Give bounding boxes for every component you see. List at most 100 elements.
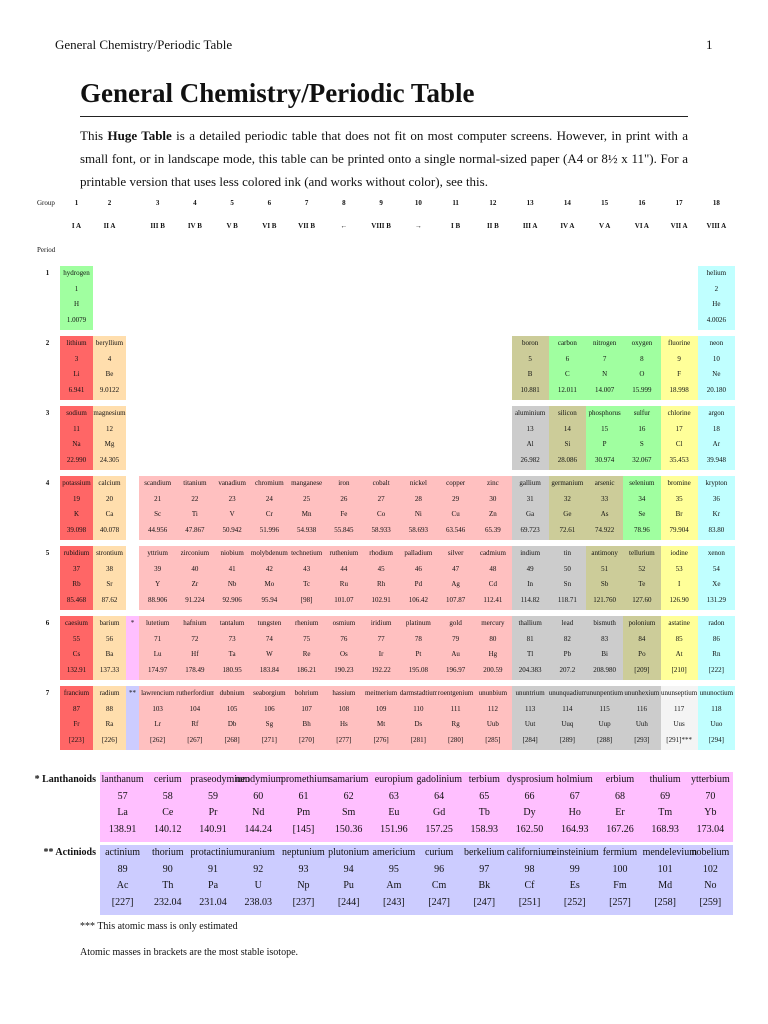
atomic-number: 40 xyxy=(191,564,199,573)
symbol: Th xyxy=(162,880,174,891)
element-name: astatine xyxy=(668,619,690,627)
element-name: germanium xyxy=(551,479,584,487)
atomic-number: 27 xyxy=(377,494,385,503)
element-name: xenon xyxy=(707,549,725,557)
element-cell: strontium 38 Sr 87.62 xyxy=(93,546,126,610)
symbol: Cf xyxy=(524,880,535,891)
element-name: mercury xyxy=(481,619,505,627)
atomic-mass: 39.948 xyxy=(706,455,726,464)
atomic-number: 94 xyxy=(343,863,354,875)
symbol: Ac xyxy=(116,880,129,891)
element-cell: osmium 76 Os 190.23 xyxy=(325,616,363,680)
atomic-mass: 112.41 xyxy=(483,595,503,604)
element-name: iron xyxy=(338,479,350,487)
atomic-mass: 238.03 xyxy=(244,896,272,908)
element-cell: thorium 90 Th 232.04 xyxy=(145,845,190,915)
element-cell: antimony 51 Sb 121.760 xyxy=(586,546,624,610)
element-cell: palladium 46 Pd 106.42 xyxy=(399,546,437,610)
atomic-number: 23 xyxy=(228,494,236,503)
atomic-number: 105 xyxy=(226,704,238,713)
element-name: actinium xyxy=(105,847,141,858)
element-name: arsenic xyxy=(594,479,615,487)
element-name: nobelium xyxy=(691,847,730,858)
element-cell: rubidium 37 Rb 85.468 xyxy=(60,546,93,610)
element-cell: zirconium 40 Zr 91.224 xyxy=(176,546,214,610)
element-name: einsteinium xyxy=(552,847,599,858)
atomic-number: 102 xyxy=(702,863,718,875)
element-name: ununtrium xyxy=(515,689,545,697)
element-cell: ununpentium 115 Uup [288] xyxy=(586,686,624,750)
element-name: lithium xyxy=(66,339,87,347)
atomic-number: 47 xyxy=(452,564,460,573)
atomic-mass: 174.97 xyxy=(148,665,168,674)
group-roman: → xyxy=(414,222,422,230)
atomic-number: 1 xyxy=(74,284,79,293)
element-name: ununpentium xyxy=(586,689,624,697)
element-cell: ununbium 112 Uub [285] xyxy=(474,686,512,750)
element-name: mendelevium xyxy=(642,847,697,858)
element-name: calcium xyxy=(98,479,121,487)
element-name: oxygen xyxy=(631,339,653,347)
atomic-mass: 195.08 xyxy=(408,665,428,674)
element-name: seaborgium xyxy=(253,689,286,697)
running-header: General Chemistry/Periodic Table xyxy=(55,37,233,52)
element-cell: manganese 25 Mn 54.938 xyxy=(288,476,326,540)
symbol: No xyxy=(704,880,717,891)
atomic-number: 43 xyxy=(303,564,311,573)
element-name: zirconium xyxy=(180,549,210,557)
element-cell: tungsten 74 W 183.84 xyxy=(250,616,288,680)
element-cell: astatine 85 At [210] xyxy=(660,616,698,680)
symbol: As xyxy=(600,510,609,518)
period-number: 1 xyxy=(45,269,50,277)
atomic-mass: 168.93 xyxy=(651,823,679,835)
atomic-mass: 32.067 xyxy=(632,455,652,464)
symbol: C xyxy=(565,370,570,378)
element-cell: caesium 55 Cs 132.91 xyxy=(60,616,93,680)
marker: ** xyxy=(129,689,136,697)
element-cell: boron 5 B 10.881 xyxy=(511,336,549,400)
atomic-number: 84 xyxy=(638,634,646,643)
element-cell: nobelium 102 No [259] xyxy=(688,845,733,915)
atomic-mass: 180.95 xyxy=(222,665,242,674)
group-roman: VIII B xyxy=(371,222,391,230)
atomic-number: 7 xyxy=(602,354,607,363)
element-cell: curium 96 Cm [247] xyxy=(417,845,462,915)
atomic-number: 104 xyxy=(189,704,201,713)
symbol: Es xyxy=(569,880,580,891)
intro-text: This xyxy=(80,128,108,143)
symbol: At xyxy=(675,650,683,658)
atomic-number: 57 xyxy=(117,790,128,802)
symbol: Tl xyxy=(527,650,534,658)
atomic-number: 75 xyxy=(303,634,311,643)
atomic-number: 12 xyxy=(106,424,113,433)
atomic-mass: [222] xyxy=(708,665,724,674)
element-name: niobium xyxy=(220,549,244,557)
atomic-number: 58 xyxy=(162,790,173,802)
symbol: Cr xyxy=(265,510,273,518)
element-name: tungsten xyxy=(257,619,282,627)
atomic-mass: [284] xyxy=(522,735,538,744)
atomic-number: 42 xyxy=(265,564,273,573)
atomic-number: 87 xyxy=(73,704,80,713)
atomic-mass: 157.25 xyxy=(425,823,453,835)
element-cell: mendelevium 101 Md [258] xyxy=(642,845,697,915)
atomic-mass: 101.07 xyxy=(334,595,354,604)
element-name: ununseptium xyxy=(661,689,698,697)
atomic-mass: 30.974 xyxy=(595,455,615,464)
symbol: Cd xyxy=(488,580,497,588)
symbol: Br xyxy=(675,510,683,518)
element-cell: cobalt 27 Co 58.933 xyxy=(362,476,400,540)
symbol: Sr xyxy=(106,580,113,588)
element-name: titanium xyxy=(183,479,207,487)
atomic-number: 86 xyxy=(712,634,720,643)
atomic-mass: 28.086 xyxy=(557,455,577,464)
atomic-number: 20 xyxy=(106,494,113,503)
element-cell: beryllium 4 Be 9.0122 xyxy=(93,336,126,400)
element-name: strontium xyxy=(96,549,123,557)
symbol: Ho xyxy=(568,807,581,818)
element-name: chlorine xyxy=(667,409,691,417)
atomic-mass: [257] xyxy=(609,896,631,908)
atomic-mass: 126.90 xyxy=(669,595,689,604)
symbol: Rb xyxy=(72,580,81,588)
element-name: ruthenium xyxy=(329,549,359,557)
